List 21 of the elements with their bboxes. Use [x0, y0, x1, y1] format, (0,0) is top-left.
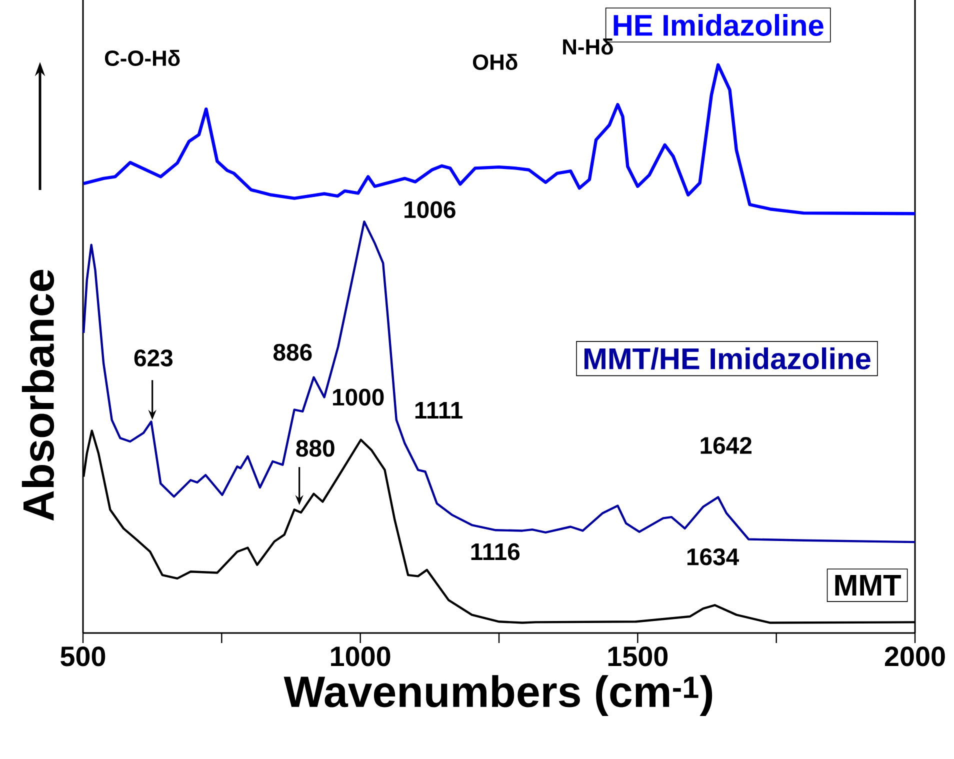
x-axis-title: Wavenumbers (cm$^{-1}$): [284, 675, 712, 716]
series-label: MMT: [835, 574, 902, 596]
y-axis-title: Absorbance: [22, 270, 54, 521]
x-tick-label: 2000: [884, 646, 945, 666]
x-tick-label: 500: [60, 646, 106, 666]
annotation: 1116: [471, 543, 520, 560]
x-tick-label: 1000: [331, 646, 390, 666]
annotation: 880: [296, 440, 334, 457]
x-tick-label: 1500: [608, 646, 668, 666]
annotation: OHδ: [472, 54, 518, 70]
annotation: 1006: [404, 201, 456, 218]
annotation: 1000: [333, 388, 384, 406]
series-label: HE Imidazoline: [614, 14, 824, 36]
text: MMT/HE Imidazoline: [584, 347, 870, 370]
annotation: 1111: [415, 402, 462, 418]
annotation: 886: [273, 344, 312, 361]
annotation: 623: [134, 350, 173, 366]
annotation: C-O-Hδ: [104, 50, 180, 66]
text: N-Hδ: [563, 38, 613, 55]
annotation: 1634: [687, 548, 740, 566]
annotation: 1642: [700, 437, 752, 454]
